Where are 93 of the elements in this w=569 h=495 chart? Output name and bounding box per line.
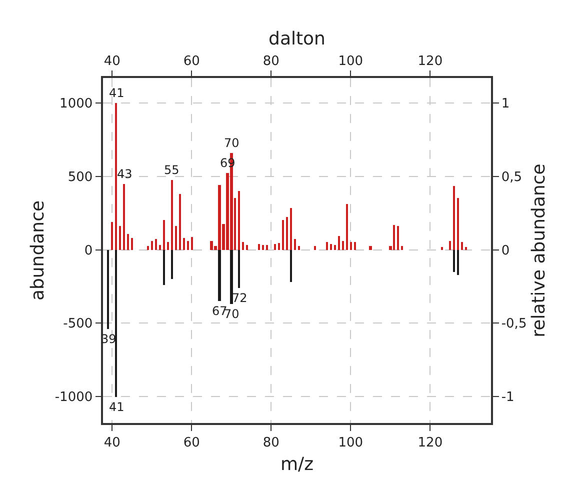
bar (453, 186, 455, 250)
bar (238, 250, 240, 288)
y-axis-title: abundance (28, 200, 49, 301)
bar (238, 191, 240, 250)
x-axis-title: m/z (280, 454, 314, 475)
bar (191, 237, 193, 250)
bar (314, 246, 316, 250)
bar (465, 247, 467, 250)
bar (278, 243, 280, 250)
bar (290, 250, 292, 282)
x-tick-label: 100 (338, 54, 364, 70)
bar (457, 198, 459, 250)
annotation: 55 (164, 163, 180, 177)
bar (218, 185, 221, 250)
bar (401, 246, 403, 250)
bar (175, 226, 177, 250)
bar (393, 225, 395, 250)
x2-tick-label: 120 (418, 435, 443, 450)
annotation: 72 (232, 291, 248, 305)
bar (171, 250, 173, 279)
y2-tick-label: 0 (501, 243, 510, 258)
bar (115, 250, 117, 397)
bar (163, 220, 165, 250)
bar (461, 242, 463, 250)
y2-tick-label: 1 (501, 96, 510, 112)
bar (350, 242, 352, 250)
bar (258, 244, 260, 250)
annotation: 70 (224, 136, 240, 150)
x-tick-label: 40 (104, 54, 120, 70)
bar (286, 217, 288, 250)
bar (326, 242, 328, 250)
bar (210, 241, 213, 250)
y-tick-label: 0 (84, 243, 93, 258)
bar (334, 245, 336, 250)
y2-tick-label: -1 (501, 390, 514, 406)
y2-tick-label: -0,5 (501, 316, 527, 332)
annotation: 41 (109, 400, 124, 414)
bar (163, 250, 165, 285)
bar (294, 239, 296, 250)
bar (242, 242, 244, 250)
bar (262, 245, 264, 250)
annotation: 41 (109, 86, 124, 100)
bar (119, 226, 121, 250)
x2-axis-title: dalton (268, 28, 326, 50)
bar (179, 194, 181, 250)
bar (342, 241, 344, 250)
bar (369, 246, 372, 250)
x2-tick-label: 60 (183, 435, 200, 450)
bar (111, 222, 113, 250)
y2-axis-title: relative abundance (528, 164, 550, 338)
bar (151, 241, 153, 250)
bar (230, 250, 233, 304)
x-tick-label: 60 (183, 54, 200, 70)
bar (183, 238, 185, 250)
y-tick-label: -1000 (54, 390, 93, 406)
bar (266, 245, 268, 250)
bar (187, 241, 189, 250)
bar (218, 250, 221, 301)
bar (123, 184, 125, 250)
y-tick-label: 1000 (60, 96, 93, 112)
bar (159, 245, 161, 250)
annotation: 43 (117, 167, 132, 181)
bar (397, 226, 399, 250)
bar (290, 208, 292, 250)
bar (171, 180, 173, 250)
x2-tick-label: 100 (338, 435, 364, 450)
y-tick-label: 500 (68, 170, 93, 185)
bar (246, 245, 248, 250)
bar (298, 246, 300, 250)
annotation: 67 (212, 304, 228, 318)
y-tick-label: -500 (63, 316, 93, 332)
bar (282, 220, 284, 250)
x2-tick-label: 80 (262, 435, 280, 450)
bar (441, 247, 443, 250)
bar (147, 246, 149, 250)
x2-tick-label: 40 (104, 435, 120, 450)
bar (155, 239, 157, 250)
bar (338, 236, 340, 250)
bar (127, 234, 129, 250)
x-tick-label: 80 (262, 54, 280, 70)
bar (453, 250, 455, 272)
bar (274, 244, 276, 250)
bar (167, 242, 169, 250)
bar (449, 241, 451, 250)
bar (346, 204, 348, 250)
bar (115, 103, 117, 250)
bar (330, 244, 332, 250)
bar (457, 250, 459, 275)
x-tick-label: 120 (418, 54, 443, 70)
bar (131, 238, 133, 250)
bar (354, 242, 356, 250)
y2-tick-label: 0,5 (501, 170, 522, 185)
bar (107, 250, 109, 329)
